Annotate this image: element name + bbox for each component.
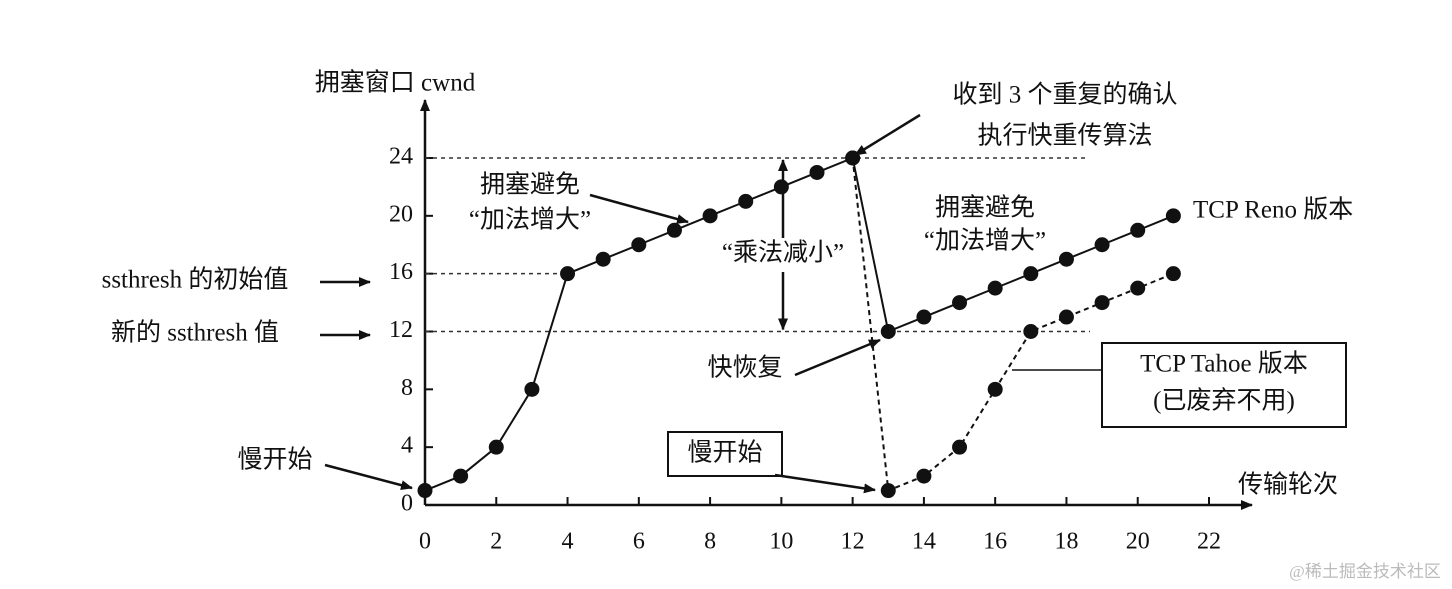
y-tick-label: 4 [401, 433, 413, 459]
watermark: @稀土掘金技术社区 [1289, 562, 1441, 581]
x-tick-label: 20 [1126, 529, 1150, 555]
annotation: 新的 ssthresh 值 [111, 319, 279, 347]
data-point [738, 193, 754, 209]
data-point [1094, 237, 1110, 253]
y-axis-label: 拥塞窗口 cwnd [315, 69, 476, 97]
y-tick-label: 0 [401, 491, 413, 517]
x-tick-label: 18 [1054, 529, 1078, 555]
x-tick-label: 2 [490, 529, 502, 555]
y-tick-label: 8 [401, 375, 413, 401]
data-point [773, 179, 789, 195]
data-point [595, 251, 611, 267]
annotation: “加法增大” [469, 206, 591, 234]
data-point [524, 381, 540, 397]
annotation: 执行快重传算法 [977, 122, 1152, 150]
data-point [488, 439, 504, 455]
y-tick-label: 20 [389, 201, 413, 227]
data-point [952, 439, 968, 455]
data-point [987, 280, 1003, 296]
data-point [1023, 266, 1039, 282]
x-tick-label: 8 [704, 529, 716, 555]
x-axis-label: 传输轮次 [1238, 471, 1338, 499]
x-tick-label: 16 [983, 529, 1007, 555]
annotation: 拥塞避免 [935, 194, 1035, 222]
legend-box [1101, 342, 1347, 428]
data-point [1130, 280, 1146, 296]
data-point [916, 468, 932, 484]
data-point [1094, 295, 1110, 311]
annotation: 收到 3 个重复的确认 [952, 81, 1177, 109]
data-point [1058, 251, 1074, 267]
data-point [1023, 324, 1039, 339]
data-point [702, 208, 718, 224]
data-point [880, 483, 896, 499]
x-tick-label: 6 [633, 529, 645, 555]
x-tick-label: 22 [1197, 529, 1221, 555]
series-line [851, 157, 1174, 492]
x-tick-label: 12 [841, 529, 865, 555]
data-point [631, 237, 647, 253]
series-line [424, 156, 1174, 492]
annotation: (已废弃不用) [1153, 387, 1295, 415]
annotation: “加法增大” [924, 227, 1046, 255]
y-tick-label: 24 [389, 144, 413, 170]
data-point [1165, 208, 1181, 224]
annotation: ssthresh 的初始值 [102, 266, 289, 294]
data-point [1058, 309, 1074, 325]
data-point [1165, 266, 1181, 282]
data-point [417, 483, 433, 499]
x-tick-label: 4 [562, 529, 574, 555]
x-tick-label: 14 [912, 529, 936, 555]
data-point [666, 222, 682, 238]
data-point [1130, 222, 1146, 238]
arrow [854, 113, 921, 157]
annotation-box [667, 431, 783, 477]
data-point [453, 468, 469, 484]
arrow [794, 338, 881, 377]
legend-label: TCP Tahoe 版本 [1140, 350, 1308, 378]
data-point [560, 266, 576, 282]
annotation: 慢开始 [687, 439, 762, 467]
x-tick-label: 0 [419, 529, 431, 555]
annotation: 拥塞避免 [480, 171, 580, 199]
arrow [324, 463, 413, 491]
annotation: 慢开始 [237, 446, 312, 474]
y-tick-label: 16 [389, 259, 413, 285]
data-point [880, 324, 896, 339]
y-tick-label: 12 [389, 317, 413, 343]
legend-label: TCP Reno 版本 [1193, 196, 1353, 224]
arrow [774, 473, 876, 494]
data-point [809, 164, 825, 180]
data-point [952, 295, 968, 311]
x-tick-label: 10 [769, 529, 793, 555]
data-point [916, 309, 932, 325]
data-point [987, 381, 1003, 397]
arrow [589, 193, 689, 224]
annotation: “乘法减小” [722, 239, 844, 267]
annotation: 快恢复 [707, 354, 782, 382]
